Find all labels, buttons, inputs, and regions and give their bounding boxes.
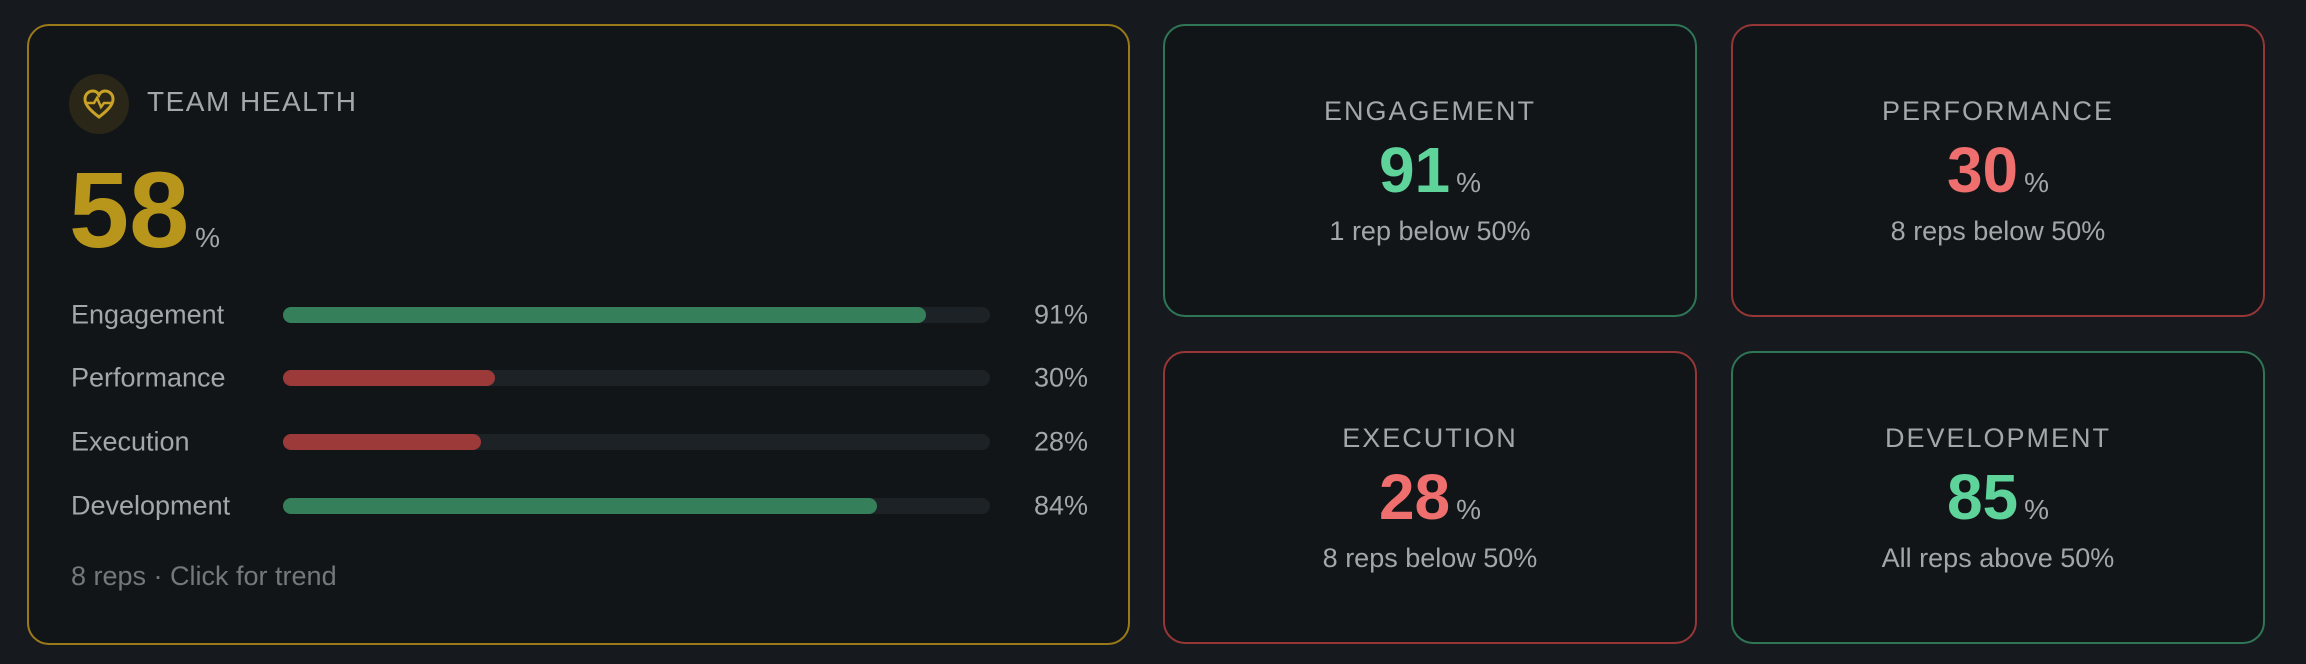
bar bbox=[283, 434, 481, 450]
heart-icon bbox=[69, 74, 129, 134]
card-score: 85% bbox=[1733, 465, 2263, 529]
health-score: 58% bbox=[69, 156, 220, 264]
row-name: Execution bbox=[71, 426, 190, 457]
footer: 8 reps · Click for trend bbox=[71, 561, 337, 591]
card-value: 30 bbox=[1946, 134, 2019, 206]
bar-track bbox=[283, 307, 990, 323]
bar-track bbox=[283, 498, 990, 514]
health-title: TEAM HEALTH bbox=[147, 86, 358, 117]
metric-card[interactable]: PERFORMANCE 30% 8 reps below 50% bbox=[1731, 24, 2265, 317]
bar-track bbox=[283, 370, 990, 386]
card-unit: % bbox=[2024, 167, 2050, 198]
row-value: 84% bbox=[1033, 490, 1088, 521]
card-note: 8 reps below 50% bbox=[1322, 543, 1538, 573]
card-note: All reps above 50% bbox=[1881, 543, 2115, 573]
card-value: 28 bbox=[1378, 461, 1451, 533]
card-score: 28% bbox=[1165, 465, 1695, 529]
heart-svg bbox=[83, 89, 115, 119]
card-note: 8 reps below 50% bbox=[1890, 216, 2106, 246]
bar bbox=[283, 498, 877, 514]
bar bbox=[283, 307, 927, 323]
metric-card[interactable]: DEVELOPMENT 85% All reps above 50% bbox=[1731, 351, 2265, 644]
row-name: Engagement bbox=[71, 299, 225, 330]
card-title: ENGAGEMENT bbox=[1323, 96, 1537, 126]
team-health-card[interactable]: TEAM HEALTH 58% Engagement 91% Performance… bbox=[27, 24, 1130, 645]
row-name: Development bbox=[71, 490, 231, 521]
card-value: 91 bbox=[1378, 134, 1451, 206]
row-value: 28% bbox=[1033, 426, 1088, 457]
score-unit: % bbox=[195, 222, 221, 253]
card-score: 30% bbox=[1733, 138, 2263, 202]
card-score: 91% bbox=[1165, 138, 1695, 202]
card-unit: % bbox=[1456, 167, 1482, 198]
card-title: EXECUTION bbox=[1342, 423, 1518, 453]
score-value: 58 bbox=[69, 149, 190, 270]
row-name: Performance bbox=[71, 362, 226, 393]
row-value: 91% bbox=[1033, 299, 1088, 330]
metric-card[interactable]: EXECUTION 28% 8 reps below 50% bbox=[1163, 351, 1697, 644]
metric-card[interactable]: ENGAGEMENT 91% 1 rep below 50% bbox=[1163, 24, 1697, 317]
row-value: 30% bbox=[1033, 362, 1088, 393]
card-title: PERFORMANCE bbox=[1881, 96, 2114, 126]
bar bbox=[283, 370, 496, 386]
card-unit: % bbox=[1456, 494, 1482, 525]
card-value: 85 bbox=[1946, 461, 2019, 533]
card-unit: % bbox=[2024, 494, 2050, 525]
card-title: DEVELOPMENT bbox=[1884, 423, 2112, 453]
bar-track bbox=[283, 434, 990, 450]
card-note: 1 rep below 50% bbox=[1329, 216, 1531, 246]
